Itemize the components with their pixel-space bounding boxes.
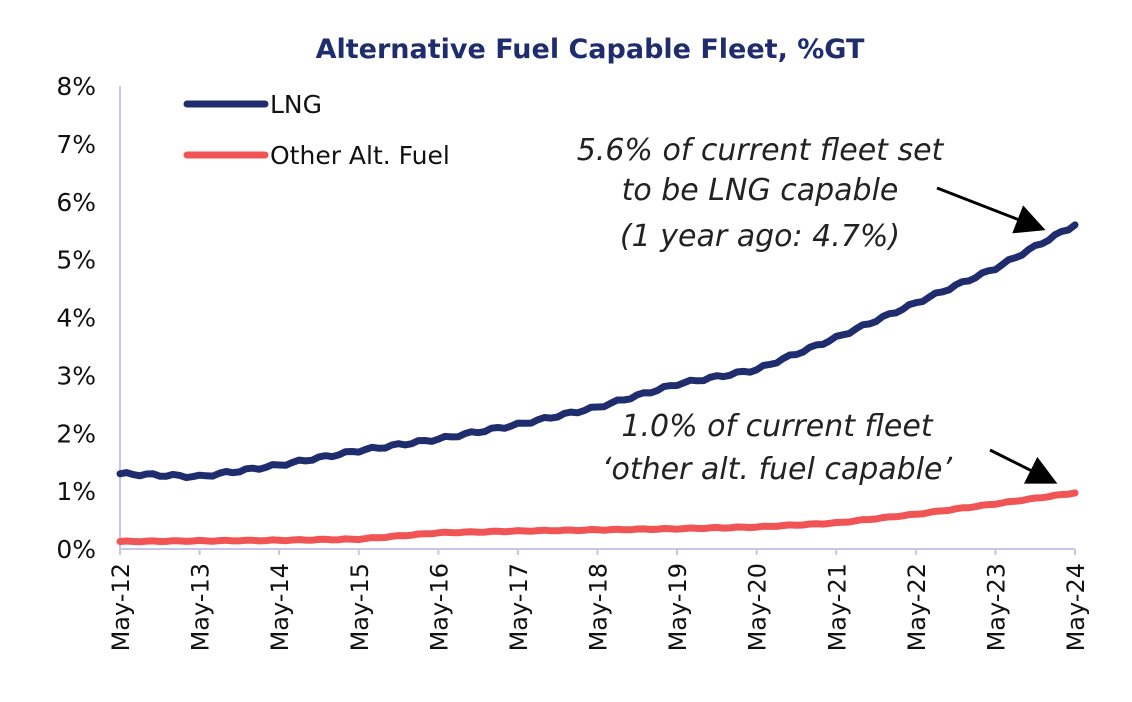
annotation-lng-arrow — [936, 186, 1046, 234]
x-tick-label: May-17 — [505, 563, 533, 651]
annotation-other-line-1: 1.0% of current fleet — [621, 409, 933, 444]
annotations: 5.6% of current fleet set to be LNG capa… — [577, 133, 1058, 487]
annotation-other-line-2: ‘other alt. fuel capable’ — [602, 452, 953, 487]
x-tick-label: May-18 — [585, 563, 613, 651]
x-tick-label: May-16 — [425, 563, 453, 651]
y-tick-label: 4% — [56, 304, 96, 333]
y-axis: 0% 1% 2% 3% 4% 5% 6% 7% 8% — [56, 72, 121, 564]
x-tick-label: May-22 — [903, 563, 931, 651]
series-line-other-alt-fuel — [116, 489, 1079, 546]
chart-title: Alternative Fuel Capable Fleet, %GT — [316, 34, 865, 65]
series-line-lng — [116, 221, 1079, 482]
x-tick-label: May-14 — [266, 563, 294, 651]
legend-label-lng: LNG — [270, 90, 322, 119]
x-tick-label: May-15 — [346, 563, 374, 651]
y-tick-label: 5% — [56, 246, 96, 275]
series-layer — [116, 221, 1079, 546]
x-tick-label: May-24 — [1062, 563, 1090, 651]
y-tick-label: 1% — [56, 477, 96, 506]
y-tick-label: 6% — [56, 188, 96, 217]
legend: LNG Other Alt. Fuel — [183, 90, 450, 170]
y-tick-label: 7% — [56, 130, 96, 159]
y-tick-label: 2% — [56, 419, 96, 448]
x-tick-label: May-12 — [107, 563, 135, 651]
x-tick-label: May-19 — [664, 563, 692, 651]
y-tick-label: 0% — [56, 535, 96, 564]
legend-label-other: Other Alt. Fuel — [270, 141, 450, 170]
x-tick-label: May-21 — [823, 563, 851, 651]
annotation-lng-line-1: 5.6% of current fleet set — [577, 133, 945, 168]
y-tick-label: 3% — [56, 361, 96, 390]
annotation-lng-line-2: to be LNG capable — [622, 173, 899, 208]
x-tick-label: May-20 — [744, 563, 772, 651]
y-tick-label: 8% — [56, 72, 96, 101]
annotation-lng-line-3: (1 year ago: 4.7%) — [620, 219, 900, 254]
annotation-other-arrow — [989, 448, 1058, 484]
x-axis: May-12 May-13 May-14 May-15 May-16 May-17 May-… — [107, 548, 1090, 651]
x-tick-label: May-23 — [982, 563, 1010, 651]
x-tick-label: May-13 — [187, 563, 215, 651]
